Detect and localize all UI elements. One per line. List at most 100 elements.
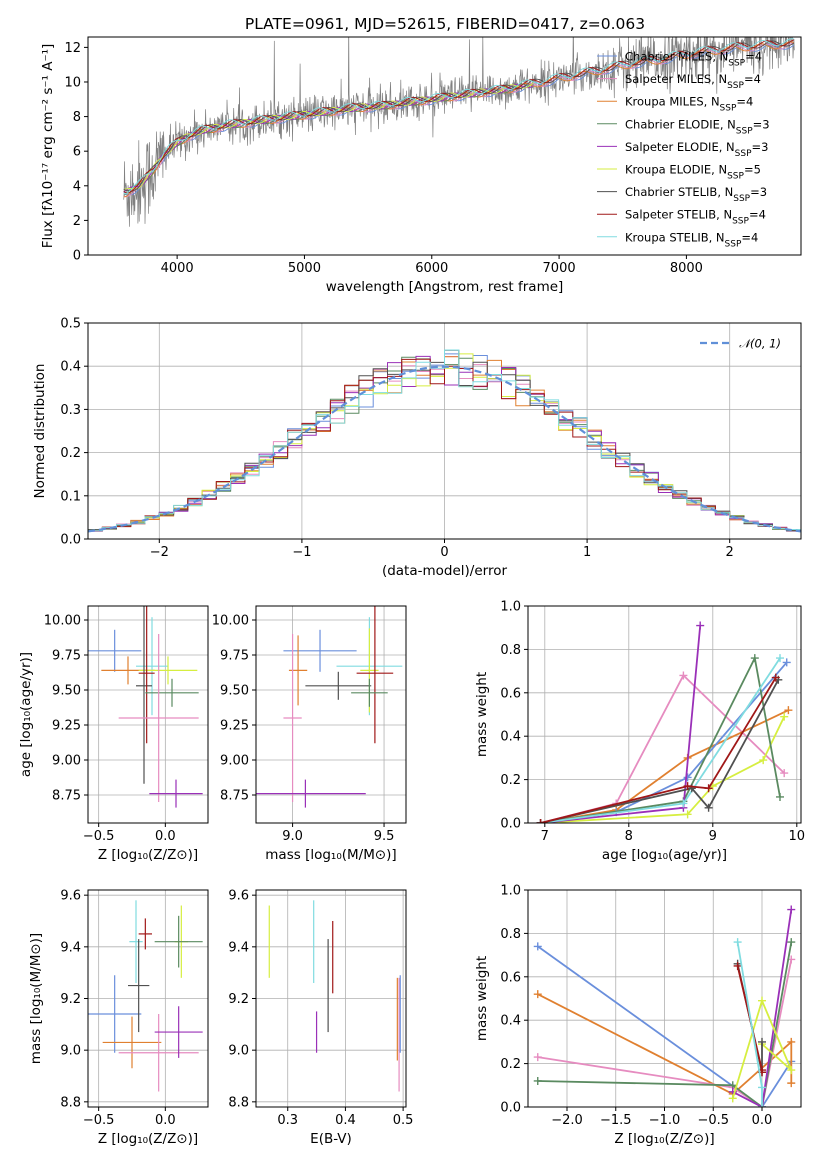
series-line [732, 909, 793, 1107]
x-tick-label: 9.5 [374, 829, 395, 844]
series-marker [787, 1037, 796, 1046]
y-tick-label: 9.0 [60, 1044, 81, 1059]
series-line [537, 941, 793, 1107]
y-tick-label: 2 [73, 214, 81, 229]
series-marker [533, 1053, 542, 1062]
series-marker [776, 654, 784, 663]
y-tick-label: 0.5 [60, 317, 81, 332]
series-marker [759, 756, 768, 765]
series-marker [776, 792, 784, 801]
y-tick-label: 8.8 [228, 1095, 249, 1110]
weight-vs-age-panel: 7 8 9 10 0.0 0.2 0.4 0.6 0.8 1.0 age [log₁₀(age/yr… [474, 600, 805, 864]
series-marker [687, 784, 696, 793]
x-tick-label: 2 [726, 545, 734, 560]
x-axis-label: wavelength [Angstrom, rest frame] [326, 279, 564, 295]
errorbar-kroupa-miles [288, 635, 308, 706]
y-tick-label: 6 [73, 145, 81, 160]
age-vs-mass-panel: 9.0 9.5 8.75 9.00 9.25 9.50 9.75 10.00 mass [log… [212, 605, 407, 863]
y-tick-label: 8.75 [220, 789, 249, 804]
x-tick-label: −2.0 [551, 1113, 583, 1128]
x-tick-label: −1 [292, 545, 311, 560]
errorbar-chabrier-miles [88, 975, 142, 1053]
x-tick-label: 8 [625, 829, 633, 844]
x-tick-label: 9.0 [282, 829, 303, 844]
model-spectrum-salpeter-stelib [123, 39, 795, 194]
series-marker [750, 654, 759, 663]
errorbar-kroupa-elodie [138, 656, 198, 685]
series-marker [704, 784, 713, 793]
series-line [540, 655, 781, 823]
y-tick-label: 8.8 [60, 1095, 81, 1110]
series-marker [758, 996, 766, 1005]
legend-entry: Kroupa MILES, NSSP=4 [625, 95, 753, 114]
errorbar-salpeter-stelib [138, 918, 152, 950]
plot-area [88, 900, 203, 1092]
series-marker [683, 810, 692, 819]
series-line [731, 998, 793, 1099]
y-tick-label: 0.2 [500, 773, 521, 788]
y-axis-label: age [log₁₀(age/yr)] [18, 652, 34, 777]
errorbar-salpeter-miles [118, 1014, 199, 1092]
residuals-panel: −2 −1 0 1 2 0.0 0.1 0.2 0.3 0.4 0.5 (data-model)/er… [32, 317, 802, 579]
legend-entry: Chabrier MILES, NSSP=4 [625, 50, 762, 69]
y-axis-label: Normed distribution [32, 364, 48, 499]
x-axis-label: Z [log₁₀(Z/Z⊙)] [98, 1131, 198, 1147]
figure-title: PLATE=0961, MJD=52615, FIBERID=0417, z=0… [245, 15, 645, 33]
y-axis-label: Flux [fλ10⁻¹⁷ erg cm⁻² s⁻¹ A⁻¹] [40, 44, 56, 249]
series-marker [780, 712, 789, 721]
axes-frame [527, 605, 802, 824]
x-tick-label: 0.0 [752, 1113, 773, 1128]
x-tick-label: −1.0 [649, 1113, 681, 1128]
axes-frame [87, 36, 802, 256]
y-tick-label: 0.3 [60, 403, 81, 418]
mass-vs-extinction-panel: 0.3 0.4 0.5 8.8 9.0 9.2 9.4 9.6 E(B-V) [228, 889, 413, 1147]
y-tick-label: 9.2 [228, 992, 249, 1007]
series-line [540, 661, 788, 823]
y-tick-label: 9.00 [52, 754, 81, 769]
gaussian-legend-label: 𝒩(0, 1) [739, 337, 781, 351]
y-tick-label: 9.25 [220, 719, 249, 734]
y-tick-label: 12 [64, 41, 81, 56]
series-marker [683, 773, 692, 782]
y-tick-label: 9.00 [220, 754, 249, 769]
spectrum-panel: 4000 5000 6000 7000 8000 0 2 4 6 8 10 12 wavelength … [40, 36, 802, 295]
series-line [540, 677, 777, 823]
y-axis-label: mass [log₁₀(M/M⊙)] [28, 933, 44, 1064]
axes-frame [255, 605, 407, 824]
errorbar-chabrier-elodie [154, 915, 203, 968]
x-tick-label: 1 [583, 545, 591, 560]
x-tick-label: −1.5 [600, 1113, 632, 1128]
x-tick-label: 0.4 [335, 1113, 356, 1128]
x-tick-label: 7 [541, 829, 549, 844]
legend-entry: Kroupa STELIB, NSSP=4 [625, 230, 758, 249]
series-marker [787, 1066, 796, 1075]
y-tick-label: 9.75 [220, 649, 249, 664]
plot-area [533, 905, 796, 1107]
y-tick-label: 8 [73, 110, 81, 125]
series-marker [696, 621, 705, 630]
x-tick-label: −0.5 [697, 1113, 729, 1128]
series-line [540, 679, 780, 823]
x-tick-label: 0 [440, 545, 448, 560]
errorbar-chabrier-miles [88, 629, 142, 672]
x-tick-label: 0.3 [277, 1113, 298, 1128]
legend-entry: Salpeter ELODIE, NSSP=3 [625, 140, 768, 159]
weight-vs-metallicity-panel: −2.0 −1.5 −1.0 −0.5 0.0 0.0 0.2 0.4 0.6 0.8 1.0 Z [… [474, 884, 802, 1147]
series-marker [782, 658, 791, 667]
series-marker [679, 799, 688, 808]
errorbar-salpeter-stelib [138, 606, 155, 744]
series-marker [771, 673, 780, 682]
gaussian-reference-line [88, 365, 801, 533]
y-tick-label: 0.4 [60, 360, 81, 375]
x-axis-label: age [log₁₀(age/yr)] [602, 847, 727, 863]
y-tick-label: 0.2 [60, 446, 81, 461]
series-marker [533, 1076, 542, 1085]
y-tick-label: 0.1 [60, 489, 81, 504]
weight-series-kroupa-stelib [536, 654, 784, 823]
series-marker [787, 938, 796, 947]
model-spectrum-kroupa-stelib [123, 38, 794, 195]
y-tick-label: 0.6 [500, 970, 521, 985]
weight-series-kroupa-stelib [733, 938, 766, 1107]
x-axis-label: Z [log₁₀(Z/Z⊙)] [98, 847, 198, 863]
